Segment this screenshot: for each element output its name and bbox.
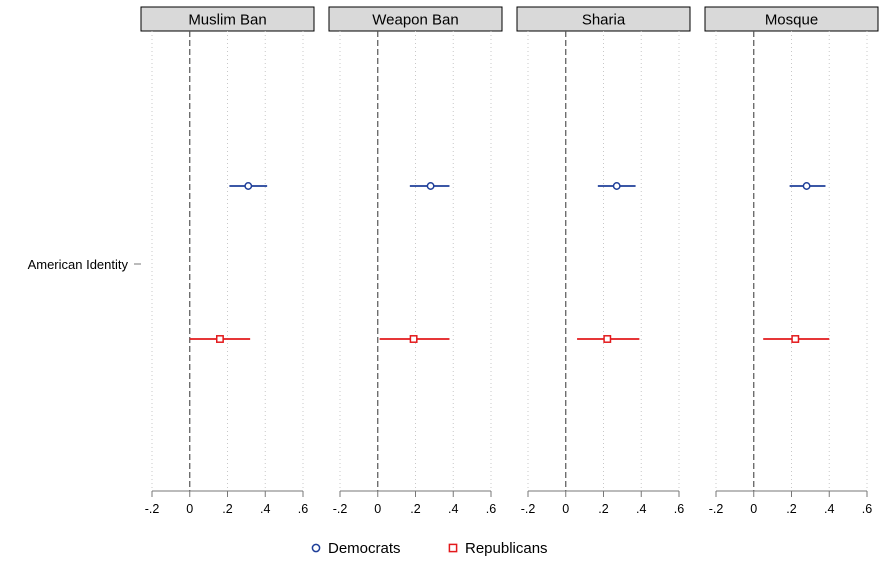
panel-2: Weapon Ban -.2 0 .2 .4 .6 <box>328 6 503 516</box>
x-tick-label: .4 <box>824 502 834 516</box>
x-tick-label: .6 <box>298 502 308 516</box>
democrats-point <box>244 182 253 190</box>
x-tick-label: .6 <box>862 502 872 516</box>
democrats-point <box>802 182 811 190</box>
x-tick-label: -.2 <box>333 502 348 516</box>
x-tick-label: .2 <box>222 502 232 516</box>
panel-1: Muslim Ban -.2 0 .2 .4 .6 <box>140 6 315 516</box>
x-tick-label: .4 <box>636 502 646 516</box>
panel-title: Muslim Ban <box>188 12 266 29</box>
x-tick-label: .4 <box>448 502 458 516</box>
legend-democrats-marker <box>311 543 321 553</box>
panel-title: Mosque <box>765 12 818 29</box>
y-axis: American Identity <box>28 257 141 272</box>
legend-republicans-marker <box>448 543 458 553</box>
legend-republicans-label: Republicans <box>465 540 548 557</box>
x-tick-label: 0 <box>562 502 569 516</box>
x-tick-label: .6 <box>486 502 496 516</box>
x-tick-label: .4 <box>260 502 270 516</box>
panel-strip <box>140 6 315 32</box>
x-tick-label: 0 <box>750 502 757 516</box>
x-tick-label: -.2 <box>709 502 724 516</box>
panel-title: Weapon Ban <box>372 12 458 29</box>
republicans-point <box>791 335 800 343</box>
x-tick-label: -.2 <box>521 502 536 516</box>
x-tick-label: 0 <box>374 502 381 516</box>
republicans-point <box>216 335 224 343</box>
legend-democrats-label: Democrats <box>328 540 401 557</box>
republicans-point <box>603 335 612 343</box>
x-tick-label: .6 <box>674 502 684 516</box>
panel-strip <box>704 6 879 32</box>
x-tick-label: .2 <box>410 502 420 516</box>
democrats-point <box>612 182 621 190</box>
democrats-point <box>426 182 435 190</box>
x-tick-label: -.2 <box>145 502 160 516</box>
panel-3: Sharia -.2 0 .2 .4 .6 <box>516 6 691 516</box>
panel-4: Mosque -.2 0 .2 .4 .6 <box>704 6 879 516</box>
x-tick-label: 0 <box>186 502 193 516</box>
legend: Democrats Republicans <box>311 540 548 557</box>
y-category-label: American Identity <box>28 257 129 272</box>
panels-layer: Muslim Ban -.2 0 .2 .4 .6 Weapon Ban -.2 0 .2 .4 .6… <box>140 6 879 516</box>
panel-strip <box>328 6 503 32</box>
republicans-point <box>409 335 418 343</box>
panel-title: Sharia <box>582 12 626 29</box>
x-tick-label: .2 <box>598 502 608 516</box>
x-tick-label: .2 <box>786 502 796 516</box>
